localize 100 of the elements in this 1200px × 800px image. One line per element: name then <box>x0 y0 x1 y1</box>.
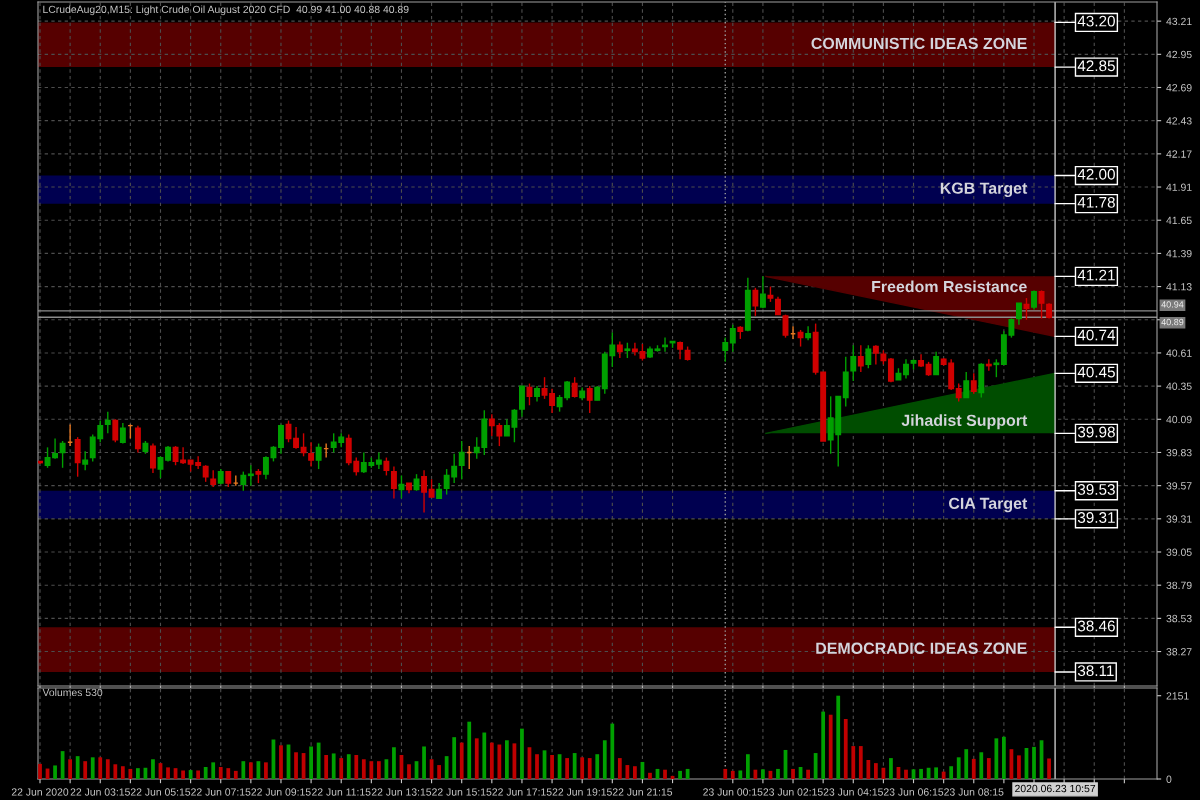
bar <box>610 723 615 779</box>
bar <box>866 760 871 779</box>
candlestick <box>52 437 59 460</box>
bar <box>294 752 298 779</box>
x-tick-label: 22 Jun 15:15 <box>432 788 492 796</box>
bar <box>505 740 509 779</box>
bar <box>309 746 313 779</box>
bar <box>376 761 381 779</box>
candlestick <box>300 432 307 457</box>
bar <box>723 768 728 779</box>
bar <box>949 766 954 779</box>
bar <box>196 770 201 779</box>
bar <box>648 772 652 779</box>
bar <box>339 758 344 779</box>
annotation: 39.53 <box>1077 484 1115 495</box>
x-tick-label: 22 Jun 19:15 <box>552 788 612 796</box>
y-tick-label: 39.05 <box>1166 548 1192 556</box>
bar <box>791 768 795 779</box>
bar <box>346 754 351 779</box>
annotation: 38.11 <box>1077 665 1114 677</box>
y-tick-label: 41.65 <box>1166 216 1192 225</box>
bar <box>90 757 95 779</box>
bar <box>489 742 494 779</box>
bar <box>407 764 411 779</box>
bar <box>595 754 600 779</box>
x-tick-label: 22 Jun 07:15 <box>191 788 251 796</box>
bar <box>181 770 185 779</box>
x-tick-label: 22 Jun 03:15 <box>70 788 130 796</box>
bar <box>941 771 946 779</box>
candlestick <box>134 424 141 454</box>
candlestick <box>278 423 284 455</box>
bar <box>264 762 268 779</box>
x-tick-label: 23 Jun 00:15 <box>703 788 763 796</box>
band-label: DEMOCRADIC IDEAS ZONE <box>816 642 1027 654</box>
bar <box>776 768 780 779</box>
candlestick <box>240 470 247 492</box>
bar <box>497 744 502 779</box>
bar <box>934 767 938 779</box>
candlestick <box>887 357 894 383</box>
y-tick-label: 40.61 <box>1166 349 1192 357</box>
bar <box>971 758 976 779</box>
bar <box>203 767 208 779</box>
y-tick-label: 39.57 <box>1166 482 1192 490</box>
bar <box>136 768 140 779</box>
candlestick <box>1031 289 1037 311</box>
bar <box>565 758 570 779</box>
bar <box>151 759 155 779</box>
bar <box>68 759 73 779</box>
y-tick-label: 2151 <box>1166 692 1189 700</box>
bar <box>474 738 479 779</box>
x-tick-label: 22 Jun 21:15 <box>612 788 673 796</box>
candlestick <box>293 426 299 450</box>
annotation: 39.31 <box>1077 512 1115 523</box>
bar <box>520 728 524 779</box>
bar <box>738 770 743 779</box>
candlestick <box>119 422 126 445</box>
candlestick <box>518 385 525 418</box>
band-label: CIA Target <box>948 497 1028 513</box>
candlestick <box>315 442 322 470</box>
candlestick <box>82 450 89 472</box>
bar <box>550 754 554 779</box>
bar <box>843 718 848 779</box>
candlestick <box>112 418 119 443</box>
y-tick-label: 38.53 <box>1166 614 1192 623</box>
bar <box>821 711 826 779</box>
bar <box>113 764 118 779</box>
annotation: 41.21 <box>1077 269 1115 281</box>
y-tick-label: 42.95 <box>1166 50 1192 59</box>
bar <box>633 766 637 779</box>
candlestick <box>759 275 766 309</box>
y-tick-label: 42.43 <box>1166 117 1192 125</box>
candlestick <box>857 344 864 373</box>
bar <box>467 721 472 779</box>
bar <box>53 765 57 779</box>
candlestick <box>59 440 66 469</box>
bar <box>279 745 283 779</box>
bar <box>211 762 216 779</box>
candlestick <box>752 287 759 317</box>
bar <box>218 767 223 779</box>
y-tick-label: 38.79 <box>1166 581 1192 590</box>
ref-line-label: 40.94 <box>1161 301 1184 308</box>
bar <box>166 767 170 779</box>
y-tick-label: 0 <box>1166 775 1172 783</box>
annotation: 43.20 <box>1077 15 1115 27</box>
x-tick-label: 22 Jun 17:15 <box>492 788 552 796</box>
x-tick-label: 22 Jun 09:15 <box>251 788 311 796</box>
bar <box>617 758 622 779</box>
bar <box>956 757 961 779</box>
candlestick <box>247 464 254 487</box>
bar <box>437 765 441 779</box>
candlestick <box>74 436 81 478</box>
candlestick <box>865 344 872 369</box>
candlestick <box>933 350 940 376</box>
band-label: KGB Target <box>940 182 1028 198</box>
candlestick <box>1015 302 1022 326</box>
bar <box>120 766 125 779</box>
bar <box>964 749 969 779</box>
bar <box>482 732 487 779</box>
candlestick <box>549 387 556 414</box>
candlestick <box>541 376 548 400</box>
